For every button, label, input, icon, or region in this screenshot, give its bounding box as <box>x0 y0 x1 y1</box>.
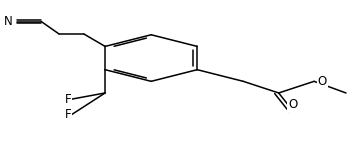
Text: F: F <box>65 93 72 106</box>
Text: O: O <box>288 98 297 111</box>
Text: F: F <box>65 108 72 121</box>
Text: O: O <box>318 75 327 88</box>
Text: N: N <box>4 15 12 28</box>
